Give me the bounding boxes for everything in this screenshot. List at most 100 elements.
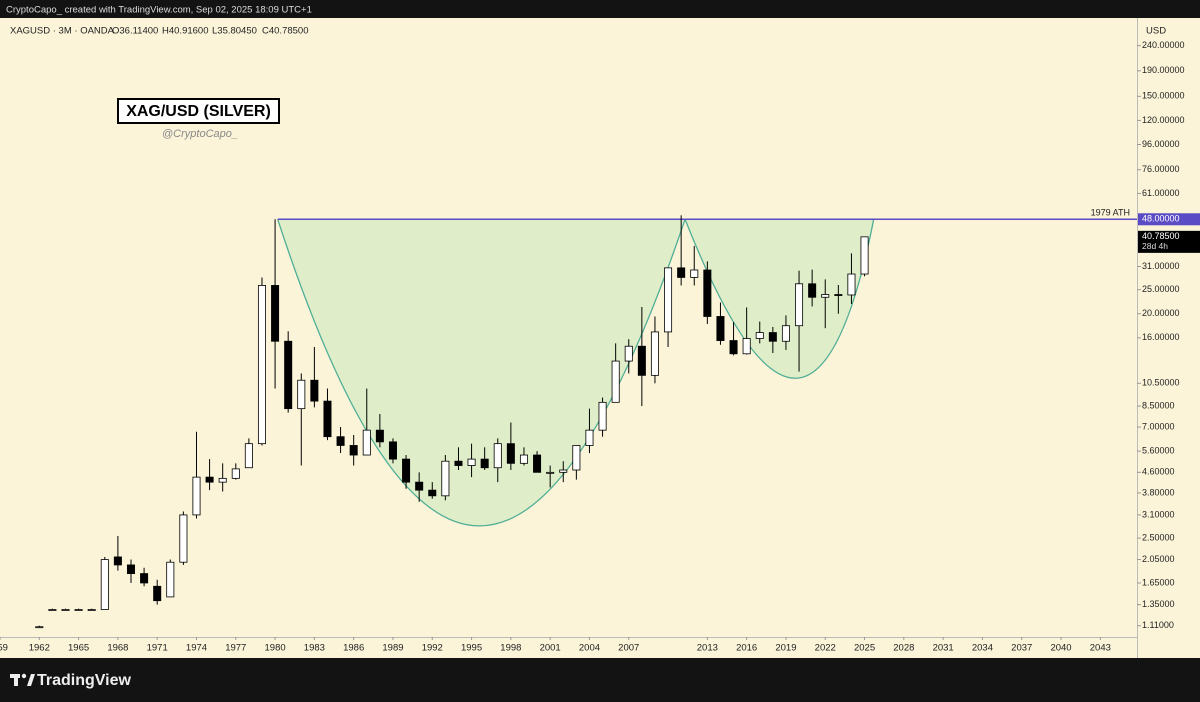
y-tick-label: 150.00000 xyxy=(1142,91,1185,101)
candle-body xyxy=(834,294,843,296)
y-tick-label: 10.50000 xyxy=(1142,378,1180,388)
candle-body xyxy=(664,267,673,333)
candle-body xyxy=(860,236,869,275)
y-tick-label: 1.11000 xyxy=(1142,620,1174,630)
y-tick-label: 5.60000 xyxy=(1142,445,1175,455)
footer-logo: TradingView xyxy=(37,672,132,689)
x-tick-label: 1989 xyxy=(382,643,403,654)
candle-body xyxy=(271,285,280,342)
candle-body xyxy=(61,609,70,611)
ohlc-value: C40.78500 xyxy=(262,26,308,37)
candle-body xyxy=(375,429,384,443)
candle-body xyxy=(48,609,57,611)
x-tick-label: 1968 xyxy=(107,643,128,654)
candle-body xyxy=(441,460,450,497)
candle-body xyxy=(179,514,188,563)
candle-body xyxy=(650,331,659,376)
ath-price-box xyxy=(1138,213,1200,226)
y-tick-label: 61.00000 xyxy=(1142,188,1180,198)
y-tick-label: 4.60000 xyxy=(1142,467,1175,477)
candle-body xyxy=(493,443,502,469)
tv-logo-icon xyxy=(10,673,35,686)
candle-body xyxy=(192,476,201,516)
candle-body xyxy=(415,481,424,491)
candle-body xyxy=(808,283,817,298)
x-tick-label: 2034 xyxy=(972,643,993,654)
x-tick-label: 1998 xyxy=(500,643,521,654)
last-price-box xyxy=(1138,230,1200,253)
y-tick-label: 20.00000 xyxy=(1142,308,1180,318)
y-tick-label: 16.00000 xyxy=(1142,332,1180,342)
x-tick-label: 1974 xyxy=(186,643,207,654)
y-tick-label: 2.05000 xyxy=(1142,554,1175,564)
candle-body xyxy=(677,267,686,278)
y-tick-label: 3.10000 xyxy=(1142,509,1175,519)
x-tick-label: 2043 xyxy=(1090,643,1111,654)
chart-title: XAG/USD (SILVER) xyxy=(126,103,271,120)
candle-body xyxy=(218,477,227,483)
x-tick-label: 1962 xyxy=(29,643,50,654)
candle-body xyxy=(454,460,463,466)
candle-body xyxy=(768,332,777,342)
title-box xyxy=(117,98,280,124)
candle-body xyxy=(244,443,253,469)
x-tick-label: 1971 xyxy=(147,643,168,654)
candle-body xyxy=(506,443,515,464)
candle-body xyxy=(126,564,135,574)
cup-outline xyxy=(277,219,686,527)
ohlc-value: O36.11400 xyxy=(112,26,158,37)
x-tick-label: 1986 xyxy=(343,643,364,654)
candle-body xyxy=(297,379,306,410)
x-tick-label: 2013 xyxy=(697,643,718,654)
candle-body xyxy=(637,345,646,376)
candle-body xyxy=(428,489,437,497)
candle-body xyxy=(742,338,751,355)
candle-body xyxy=(624,345,633,362)
candle-body xyxy=(559,469,568,473)
x-tick-label: 1983 xyxy=(304,643,325,654)
candle-body xyxy=(821,294,830,298)
y-tick-label: 8.50000 xyxy=(1142,400,1175,410)
ath-text: 1979 ATH xyxy=(1091,208,1130,218)
y-tick-label: 31.00000 xyxy=(1142,261,1180,271)
x-tick-label: 2028 xyxy=(893,643,914,654)
x-tick-label: 1980 xyxy=(265,643,286,654)
y-tick-label: 25.00000 xyxy=(1142,284,1180,294)
candle-body xyxy=(729,340,738,355)
candle-body xyxy=(611,360,620,403)
candle-body xyxy=(546,471,555,474)
candle-body xyxy=(755,332,764,339)
y-tick-label: 76.00000 xyxy=(1142,164,1180,174)
candle-body xyxy=(74,609,83,611)
candle-body xyxy=(140,573,149,584)
x-tick-label: 2007 xyxy=(618,643,639,654)
ohlc-value: H40.91600 xyxy=(162,26,208,37)
candle-body xyxy=(284,340,293,410)
candle-body xyxy=(781,325,790,342)
candle-body xyxy=(402,458,411,483)
candle-body xyxy=(113,556,122,566)
y-tick-label: 3.80000 xyxy=(1142,487,1175,497)
y-tick-label: 240.00000 xyxy=(1142,40,1185,50)
x-tick-label: 2001 xyxy=(540,643,561,654)
x-tick-label: 2022 xyxy=(815,643,836,654)
x-tick-label: 1995 xyxy=(461,643,482,654)
y-tick-label: 120.00000 xyxy=(1142,115,1185,125)
last-price-label: 40.78500 xyxy=(1142,231,1180,241)
candle-body xyxy=(35,626,44,629)
candle-body xyxy=(533,454,542,473)
candle-body xyxy=(166,561,175,598)
chart-subtitle: @CryptoCapo_ xyxy=(162,128,238,140)
candle-body xyxy=(349,445,358,456)
candle-body xyxy=(795,283,804,327)
candle-body xyxy=(467,458,476,466)
cup-curve xyxy=(277,219,686,526)
candle-body xyxy=(153,585,162,602)
x-tick-label: 2031 xyxy=(933,643,954,654)
candle-body xyxy=(231,468,240,479)
y-tick-label: 2.50000 xyxy=(1142,533,1175,543)
candle-body xyxy=(388,441,397,460)
candle-body xyxy=(257,285,266,445)
y-tick-label: 96.00000 xyxy=(1142,139,1180,149)
